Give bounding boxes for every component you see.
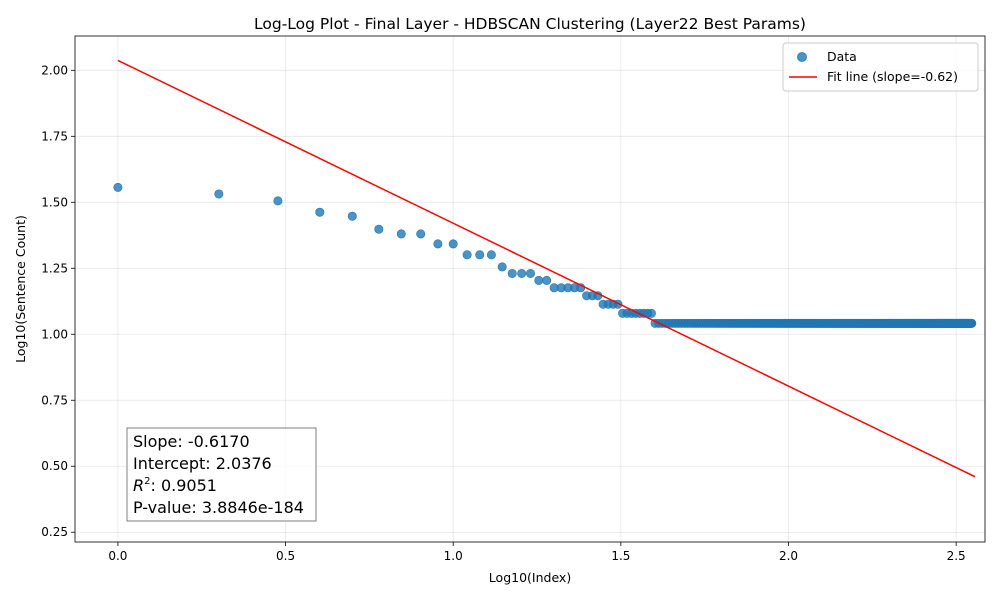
data-point: [113, 182, 123, 192]
data-point: [462, 250, 472, 260]
data-point: [646, 308, 656, 318]
fit-line: [117, 59, 976, 478]
legend-box: [782, 42, 979, 92]
data-point: [396, 229, 406, 239]
y-tick-label: 2.00: [41, 63, 68, 77]
plot-frame: [74, 35, 986, 543]
y-tick-label: 1.50: [41, 195, 68, 209]
data-point: [315, 207, 325, 217]
data-point: [448, 239, 458, 249]
data-point: [497, 262, 507, 272]
y-tick-label: 0.50: [41, 459, 68, 473]
data-point: [374, 224, 384, 234]
data-point: [517, 268, 527, 278]
data-point: [273, 196, 283, 206]
scatter-points: [113, 182, 977, 328]
x-tick-label: 1.0: [444, 549, 463, 563]
stats-pvalue: P-value: 3.8846e-184: [133, 498, 304, 517]
stats-box-frame: [126, 427, 317, 522]
stats-r2: R2: 0.9051: [133, 476, 217, 495]
chart-title: Log-Log Plot - Final Layer - HDBSCAN Clu…: [254, 15, 806, 33]
stats-box: Slope: -0.6170 Intercept: 2.0376 R2: 0.9…: [126, 427, 317, 522]
x-axis-label: Log10(Index): [489, 570, 571, 585]
data-point: [542, 275, 552, 285]
x-tick-label: 0.5: [276, 549, 295, 563]
x-ticks: 0.0 0.5 1.0 1.5 2.0 2.5: [108, 542, 966, 563]
data-point: [507, 268, 517, 278]
y-tick-label: 1.00: [41, 327, 68, 341]
data-point: [475, 250, 485, 260]
stats-intercept: Intercept: 2.0376: [133, 454, 272, 473]
data-point: [433, 239, 443, 249]
data-point: [347, 211, 357, 221]
data-point: [525, 268, 535, 278]
x-tick-label: 0.0: [108, 549, 127, 563]
y-tick-label: 0.75: [41, 393, 68, 407]
data-point: [534, 275, 544, 285]
legend: Data Fit line (slope=-0.62): [782, 42, 979, 92]
stats-slope: Slope: -0.6170: [133, 432, 250, 451]
stats-r2-superscript: 2: [144, 476, 150, 487]
data-point: [214, 189, 224, 199]
x-tick-label: 2.5: [947, 549, 966, 563]
data-point: [486, 250, 496, 260]
y-axis-label: Log10(Sentence Count): [13, 215, 28, 363]
x-tick-label: 2.0: [779, 549, 798, 563]
stats-r2-value: : 0.9051: [151, 476, 217, 495]
legend-data-marker: [797, 52, 807, 62]
stats-r2-symbol: R: [133, 476, 144, 495]
data-point: [416, 229, 426, 239]
legend-data-label: Data: [827, 49, 857, 64]
legend-fit-label: Fit line (slope=-0.62): [827, 69, 958, 84]
y-tick-label: 0.25: [41, 525, 68, 539]
y-tick-label: 1.25: [41, 261, 68, 275]
data-point: [967, 318, 977, 328]
y-tick-label: 1.75: [41, 129, 68, 143]
y-ticks: 0.25 0.50 0.75 1.00 1.25 1.50 1.75 2.00: [41, 63, 75, 539]
x-tick-label: 1.5: [611, 549, 630, 563]
fit-line-group: [117, 59, 976, 478]
